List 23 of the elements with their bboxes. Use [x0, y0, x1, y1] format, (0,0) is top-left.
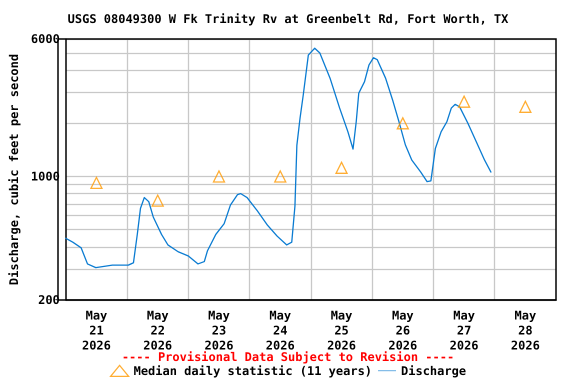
point — [335, 162, 348, 174]
x-tick-label: May 21 2026 — [82, 308, 111, 352]
text: ---- Provisional Data Subject to Revision ---- — [122, 350, 454, 364]
x-tick-label: May 28 2026 — [510, 308, 540, 352]
point — [519, 100, 532, 113]
x-tick-label: May 23 2026 — [204, 308, 234, 352]
x-tick-label: May 24 2026 — [266, 308, 295, 352]
point — [274, 170, 286, 183]
line-series — [65, 48, 492, 268]
x-tick-label: May 22 2026 — [143, 308, 172, 352]
x-tick-label: May 26 2026 — [388, 308, 418, 352]
legend-label: Median daily statistic (11 years) — [134, 364, 372, 378]
point — [212, 170, 226, 183]
x-tick-label: May 25 2026 — [327, 308, 356, 352]
chart-title: USGS 08049300 W Fk Trinity Rv at Greenbelt Rd, Fort Worth, TX — [68, 12, 510, 26]
point — [396, 117, 409, 130]
legend-label: Discharge — [401, 364, 466, 378]
x-tick-label: May 27 2026 — [450, 308, 479, 352]
point — [458, 96, 470, 108]
y-tick-label: 6000 — [30, 32, 60, 46]
point — [90, 176, 103, 190]
point — [152, 194, 164, 207]
y-axis-title: Discharge, cubic feet per second — [7, 54, 21, 286]
